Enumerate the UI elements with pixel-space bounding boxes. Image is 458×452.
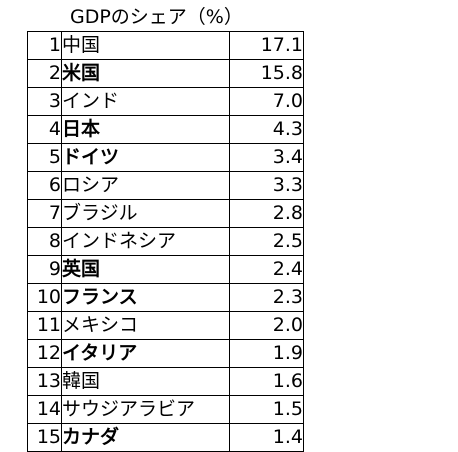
rank-cell: 10	[27, 283, 62, 312]
table-row: 4 日本 4.3	[27, 115, 304, 144]
share-cell: 2.0	[229, 311, 304, 340]
share-cell: 2.5	[229, 227, 304, 256]
table-row: 2 米国 15.8	[27, 59, 304, 88]
rank-cell: 8	[27, 227, 62, 256]
rank-cell: 12	[27, 339, 62, 368]
country-cell: インド	[61, 87, 230, 116]
rank-cell: 3	[27, 87, 62, 116]
table-row: 8 インドネシア 2.5	[27, 227, 304, 256]
rank-cell: 5	[27, 143, 62, 172]
share-cell: 3.4	[229, 143, 304, 172]
share-cell: 3.3	[229, 171, 304, 200]
table-row: 13 韓国 1.6	[27, 367, 304, 396]
country-cell: 日本	[61, 115, 230, 144]
share-cell: 2.4	[229, 255, 304, 284]
rank-cell: 2	[27, 59, 62, 88]
table-title: GDPのシェア（%）	[70, 6, 243, 28]
rank-cell: 15	[27, 423, 62, 452]
table-row: 14 サウジアラビア 1.5	[27, 395, 304, 424]
rank-cell: 14	[27, 395, 62, 424]
rank-cell: 1	[27, 31, 62, 60]
rank-cell: 13	[27, 367, 62, 396]
country-cell: インドネシア	[61, 227, 230, 256]
rank-cell: 7	[27, 199, 62, 228]
rank-cell: 4	[27, 115, 62, 144]
country-cell: フランス	[61, 283, 230, 312]
table-row: 1 中国 17.1	[27, 31, 304, 60]
country-cell: 中国	[61, 31, 230, 60]
country-cell: 韓国	[61, 367, 230, 396]
table-row: 7 ブラジル 2.8	[27, 199, 304, 228]
rank-cell: 11	[27, 311, 62, 340]
share-cell: 1.5	[229, 395, 304, 424]
country-cell: ロシア	[61, 171, 230, 200]
table-row: 12 イタリア 1.9	[27, 339, 304, 368]
table-row: 6 ロシア 3.3	[27, 171, 304, 200]
table-row: 3 インド 7.0	[27, 87, 304, 116]
country-cell: サウジアラビア	[61, 395, 230, 424]
gdp-share-table-body: 1 中国 17.1 2 米国 15.8 3 インド 7.0 4 日本 4.3 5…	[27, 31, 304, 452]
share-cell: 1.6	[229, 367, 304, 396]
table-row: 9 英国 2.4	[27, 255, 304, 284]
gdp-share-table: 1 中国 17.1 2 米国 15.8 3 インド 7.0 4 日本 4.3 5…	[27, 31, 304, 452]
country-cell: メキシコ	[61, 311, 230, 340]
share-cell: 17.1	[229, 31, 304, 60]
table-row: 5 ドイツ 3.4	[27, 143, 304, 172]
share-cell: 2.3	[229, 283, 304, 312]
country-cell: 米国	[61, 59, 230, 88]
table-row: 11 メキシコ 2.0	[27, 311, 304, 340]
rank-cell: 9	[27, 255, 62, 284]
country-cell: カナダ	[61, 423, 230, 452]
share-cell: 4.3	[229, 115, 304, 144]
table-row: 10 フランス 2.3	[27, 283, 304, 312]
country-cell: ドイツ	[61, 143, 230, 172]
share-cell: 2.8	[229, 199, 304, 228]
rank-cell: 6	[27, 171, 62, 200]
country-cell: イタリア	[61, 339, 230, 368]
share-cell: 7.0	[229, 87, 304, 116]
table-row: 15 カナダ 1.4	[27, 423, 304, 452]
share-cell: 1.4	[229, 423, 304, 452]
country-cell: ブラジル	[61, 199, 230, 228]
country-cell: 英国	[61, 255, 230, 284]
share-cell: 1.9	[229, 339, 304, 368]
share-cell: 15.8	[229, 59, 304, 88]
